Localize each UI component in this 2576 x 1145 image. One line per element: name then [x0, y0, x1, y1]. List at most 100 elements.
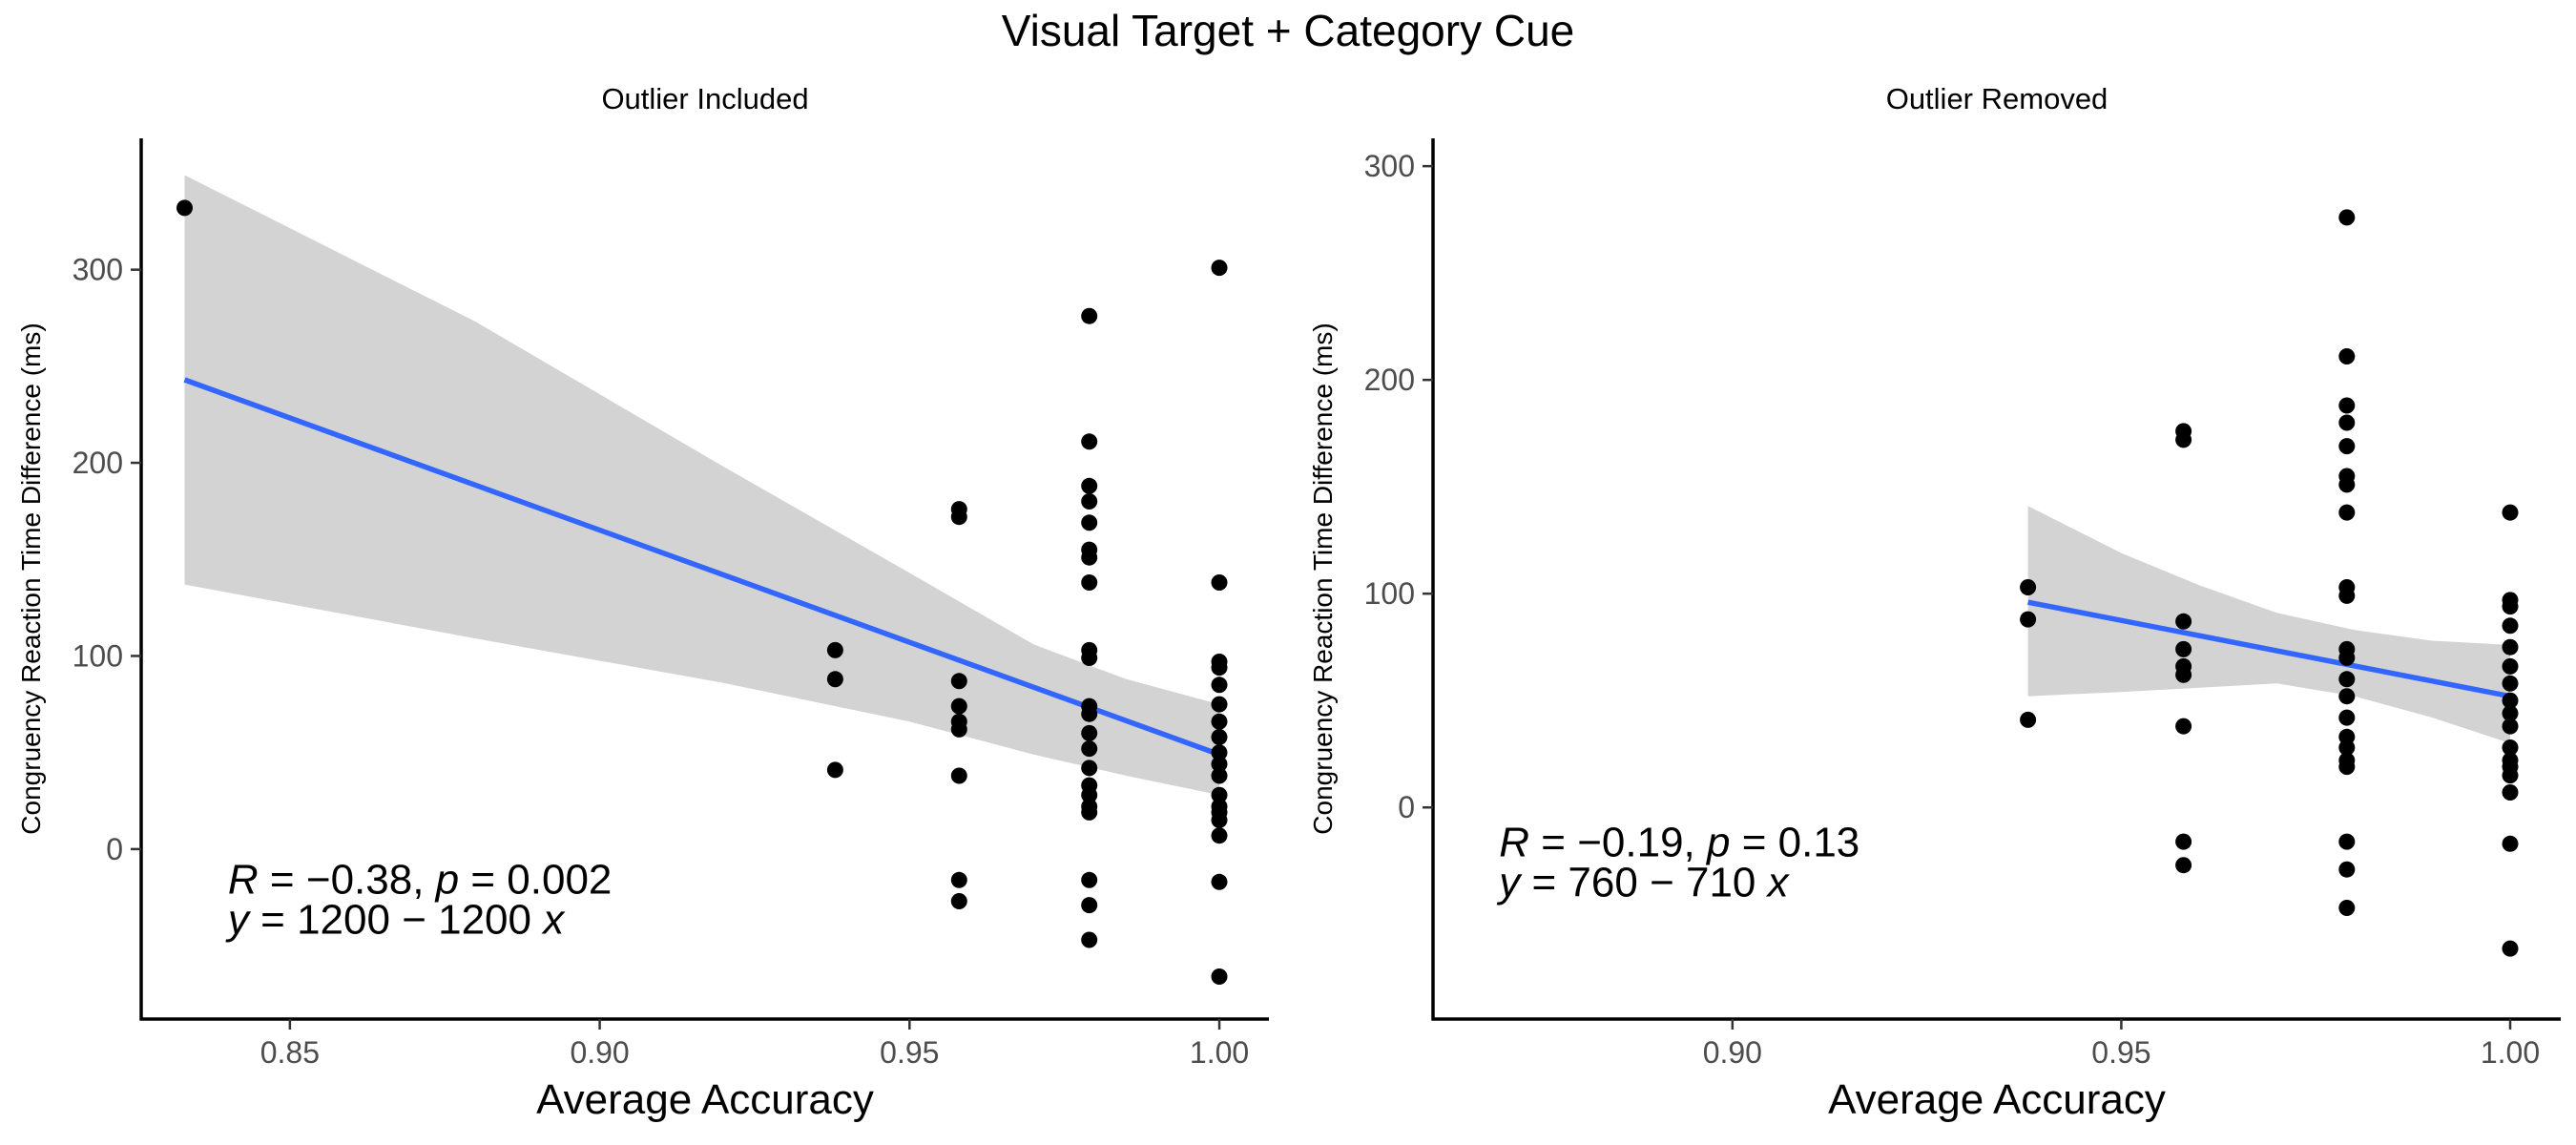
data-point [1081, 740, 1098, 758]
data-point [2338, 739, 2356, 756]
data-point [2175, 666, 2192, 683]
annotation-part: x [541, 896, 566, 943]
confidence-band [184, 175, 1219, 796]
data-point [2338, 476, 2356, 493]
annotation-part: 0.19, [1602, 820, 1707, 866]
annotation-part: y [1496, 860, 1523, 906]
data-point [2502, 638, 2519, 656]
annotation-part: 1200 [426, 896, 543, 943]
annotation-part: = [259, 856, 306, 903]
x-tick-label: 1.00 [1190, 1035, 1249, 1070]
facet-label: Outlier Included [601, 82, 808, 115]
data-point [2338, 348, 2356, 364]
x-tick-label: 0.90 [570, 1035, 629, 1070]
data-point [2338, 504, 2356, 521]
annotation-part: − [402, 896, 426, 943]
regression-line [2027, 599, 2511, 699]
data-point [1081, 931, 1098, 948]
data-point [1081, 493, 1098, 510]
y-tick-label: 300 [1364, 149, 1415, 183]
annotation-part: R [228, 856, 259, 903]
data-point [1211, 677, 1228, 694]
data-point [1081, 433, 1098, 450]
confidence-band [2027, 506, 2510, 743]
panel-outlier-included: Outlier Included 0 100 200 300 0.85 0.90 0.95 1.… [16, 82, 1269, 1123]
annotation-part: R [1499, 820, 1529, 866]
data-point [950, 673, 967, 690]
data-point [2502, 598, 2519, 615]
annotation-part: = 0.13 [1731, 820, 1860, 866]
data-point [1211, 812, 1228, 828]
data-point [1211, 968, 1228, 985]
data-point [826, 641, 843, 658]
data-point [2338, 438, 2356, 455]
data-point [1081, 724, 1098, 741]
data-point [1081, 897, 1098, 914]
data-point [2338, 709, 2356, 726]
data-point [2502, 784, 2519, 801]
y-tick-label: 0 [1398, 790, 1415, 824]
data-point [2502, 835, 2519, 852]
equation-annotation: y = 1200 − 1200 x [225, 896, 566, 943]
x-tick-label: 0.85 [260, 1035, 320, 1070]
y-axis-title: Congruency Reaction Time Difference (ms) [1308, 323, 1338, 834]
data-point [1211, 756, 1228, 773]
data-point [1211, 767, 1228, 784]
data-point [2502, 940, 2519, 957]
data-point [2338, 861, 2356, 878]
data-point [1081, 760, 1098, 777]
facet-label: Outlier Removed [1886, 82, 2109, 115]
data-point [2502, 675, 2519, 692]
data-point [950, 509, 967, 526]
data-point [2175, 718, 2192, 735]
data-point [1081, 514, 1098, 531]
data-point [1211, 713, 1228, 730]
data-point [950, 720, 967, 738]
data-point [2502, 767, 2519, 784]
y-tick-label: 200 [1364, 363, 1415, 397]
data-point [1081, 803, 1098, 821]
data-point [2338, 649, 2356, 666]
data-point [1081, 786, 1098, 803]
data-point [2175, 857, 2192, 874]
data-point [1211, 729, 1228, 745]
data-point [2502, 739, 2519, 756]
data-point [2020, 711, 2037, 728]
data-point [2502, 718, 2519, 735]
data-point [1081, 871, 1098, 888]
annotation-part: p [1705, 820, 1730, 866]
data-point [826, 761, 843, 779]
data-point [826, 671, 843, 688]
data-point [2020, 611, 2037, 628]
data-point [2175, 833, 2192, 850]
annotation-part: = 760 [1520, 860, 1650, 906]
panel-outlier-removed: Outlier Removed 0 100 200 300 0.90 0.95 1.00 Ave… [1308, 82, 2561, 1123]
stats-annotation: R = −0.19, p = 0.13 [1499, 820, 1859, 866]
data-point [2020, 579, 2037, 595]
annotation-part: 0.38, [331, 856, 436, 903]
data-point [1081, 650, 1098, 666]
annotation-part: = [1529, 820, 1577, 866]
data-point [950, 767, 967, 784]
data-point [1211, 873, 1228, 890]
annotation-part: − [306, 856, 331, 903]
data-point [1211, 786, 1228, 803]
y-tick-label: 100 [73, 638, 123, 673]
x-tick-label: 1.00 [2481, 1035, 2540, 1070]
equation-annotation: y = 760 − 710 x [1496, 860, 1790, 906]
x-axis-title: Average Accuracy [1828, 1076, 2166, 1123]
data-point [1211, 827, 1228, 844]
x-axis-title: Average Accuracy [536, 1076, 874, 1123]
data-point [2338, 688, 2356, 705]
data-point [2338, 671, 2356, 688]
data-point [1081, 549, 1098, 566]
data-point [2175, 431, 2192, 448]
y-tick-label: 200 [73, 446, 123, 480]
y-tick-label: 300 [73, 253, 123, 287]
chart-title: Visual Target + Category Cue [1002, 6, 1575, 55]
data-point [950, 893, 967, 909]
data-point [1081, 705, 1098, 722]
x-tick-label: 0.95 [2091, 1035, 2150, 1070]
data-point [2338, 759, 2356, 776]
